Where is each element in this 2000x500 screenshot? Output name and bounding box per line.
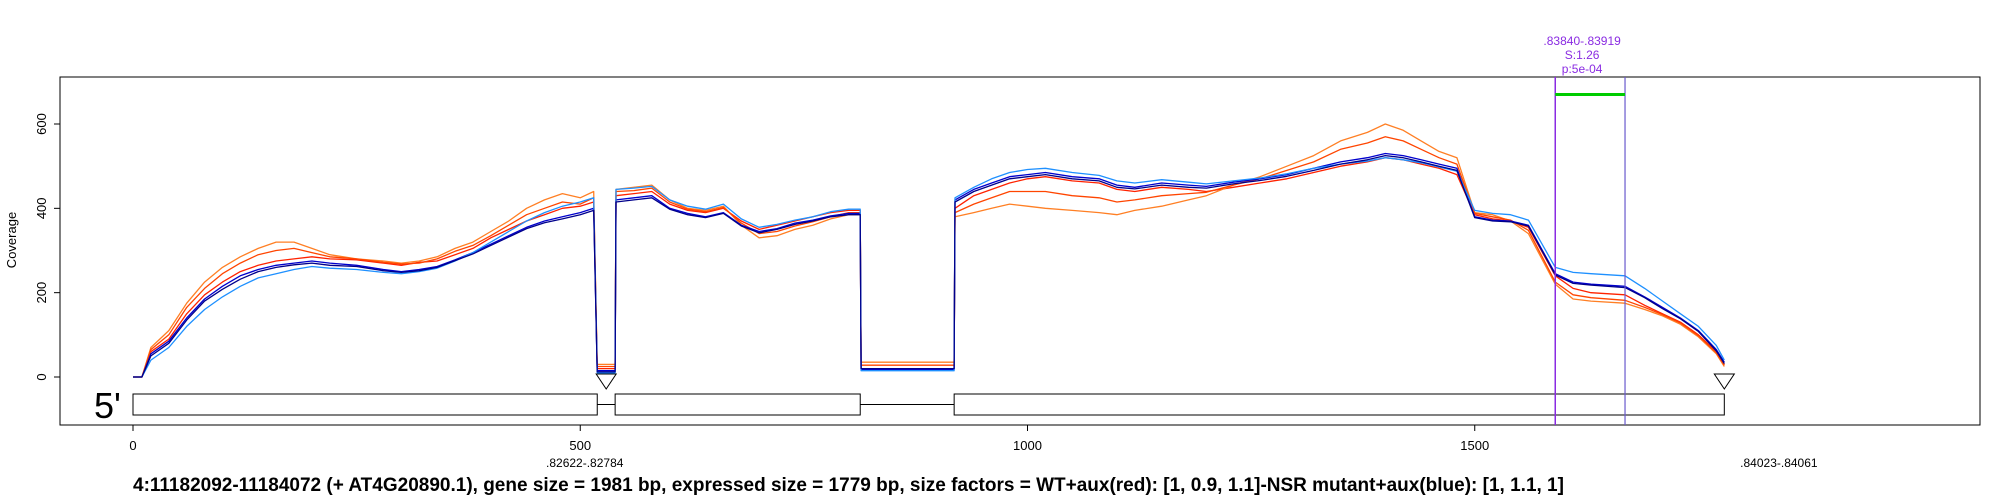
coverage-series-line xyxy=(133,136,1725,378)
x-tick-label: 1000 xyxy=(1013,438,1042,453)
coverage-series-line xyxy=(133,123,1725,378)
y-tick-label: 400 xyxy=(34,197,49,219)
x-tick-label: 500 xyxy=(569,438,591,453)
exon-box xyxy=(953,393,1725,416)
exon-coordinate-label: .82622-.82784 xyxy=(546,456,624,470)
y-tick-label: 600 xyxy=(34,113,49,135)
x-tick-label: 0 xyxy=(129,438,136,453)
gene-model-layer xyxy=(132,373,1736,416)
exon-box xyxy=(132,393,598,416)
coverage-series-line xyxy=(133,152,1725,378)
plot-frame xyxy=(59,76,1981,426)
highlight-label-line: p:5e-04 xyxy=(1562,62,1603,76)
y-tick-label: 0 xyxy=(34,373,49,380)
exon-coordinate-label: .84023-.84061 xyxy=(1740,456,1818,470)
coverage-series-line xyxy=(133,157,1725,378)
y-axis-label: Coverage xyxy=(4,212,19,268)
axes-layer: 0 200 400 600 0 500 1000 1500 .82622-.82784 .8402… xyxy=(34,113,1818,470)
highlight-label-line: S:1.26 xyxy=(1565,48,1600,62)
strand-label: 5' xyxy=(94,385,121,426)
series-layer xyxy=(133,123,1725,378)
x-tick-label: 1500 xyxy=(1460,438,1489,453)
highlight-label-line: .83840-.83919 xyxy=(1543,34,1621,48)
junction-marker xyxy=(1713,373,1736,390)
chart-caption: 4:11182092-11184072 (+ AT4G20890.1), gen… xyxy=(133,475,1564,496)
exon-box xyxy=(614,393,861,416)
y-tick-label: 200 xyxy=(34,282,49,304)
coverage-series-line xyxy=(133,154,1725,378)
junction-marker xyxy=(595,373,618,390)
plot-frame-layer xyxy=(59,76,1981,426)
